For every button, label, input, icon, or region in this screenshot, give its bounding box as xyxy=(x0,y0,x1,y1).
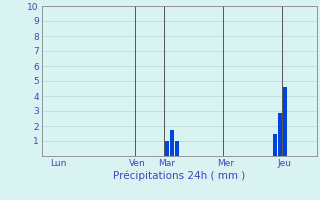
Bar xyxy=(278,112,282,156)
Bar xyxy=(170,130,174,156)
X-axis label: Précipitations 24h ( mm ): Précipitations 24h ( mm ) xyxy=(113,171,245,181)
Bar xyxy=(283,87,287,156)
Bar xyxy=(273,134,277,156)
Bar xyxy=(165,141,169,156)
Bar xyxy=(175,141,179,156)
